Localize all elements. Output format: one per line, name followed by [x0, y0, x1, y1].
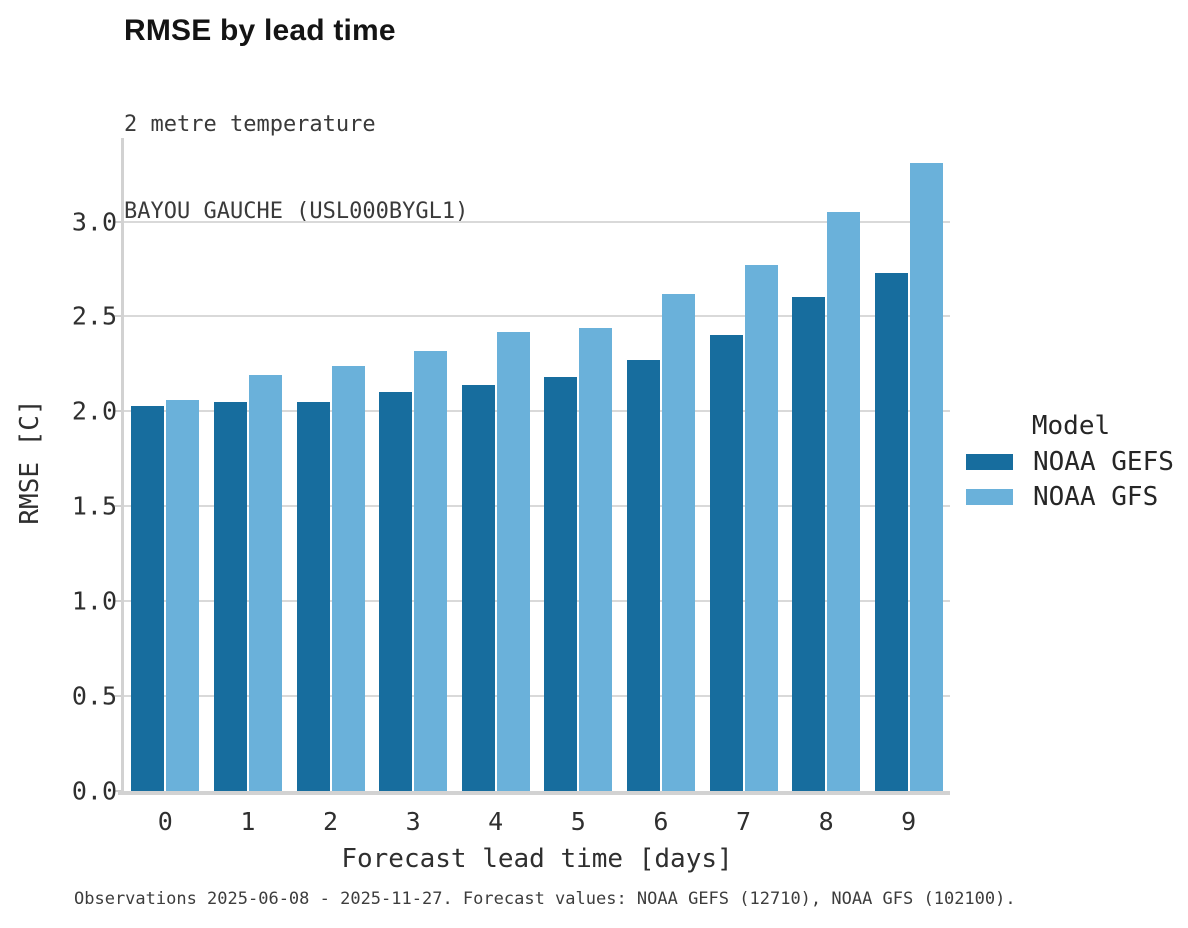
x-axis-title: Forecast lead time [days] [341, 844, 733, 874]
chart-subtitle: 2 metre temperature BAYOU GAUCHE (USL000… [124, 52, 468, 284]
x-tick-label-3: 3 [405, 807, 421, 836]
chart-title: RMSE by lead time [124, 14, 396, 47]
bar-noaa-gfs-day8 [827, 212, 861, 791]
legend-label-noaa-gfs: NOAA GFS [1033, 482, 1159, 512]
y-tick-mark-0.0 [113, 790, 121, 792]
x-tick-label-8: 8 [818, 807, 834, 836]
subtitle-station: BAYOU GAUCHE (USL000BYGL1) [124, 199, 469, 224]
x-tick-label-7: 7 [735, 807, 752, 836]
y-tick-mark-0.5 [113, 695, 121, 698]
y-tick-label-0.0: 0.0 [71, 776, 117, 806]
x-tick-label-5: 5 [570, 807, 586, 836]
y-tick-label-3.0: 3.0 [71, 207, 117, 237]
y-tick-label-2.5: 2.5 [71, 301, 117, 331]
bar-noaa-gfs-day4 [496, 331, 530, 791]
gridline-2 [124, 410, 950, 413]
legend-label-noaa-gefs: NOAA GEFS [1033, 447, 1174, 477]
bar-noaa-gfs-day2 [331, 365, 365, 791]
bar-noaa-gefs-day0 [131, 405, 165, 791]
y-tick-label-0.5: 0.5 [71, 681, 117, 711]
x-tick-label-2: 2 [322, 807, 339, 836]
y-tick-mark-1.0 [113, 600, 121, 603]
bar-noaa-gefs-day4 [461, 384, 495, 791]
x-tick-label-1: 1 [240, 807, 256, 836]
x-axis-spine [118, 791, 950, 795]
bar-noaa-gfs-day9 [909, 162, 943, 791]
legend-swatch-noaa-gfs [966, 489, 1013, 505]
y-tick-label-1.5: 1.5 [71, 491, 117, 521]
bar-noaa-gefs-day5 [544, 377, 578, 791]
y-tick-mark-1.5 [113, 505, 121, 508]
gridline-2.5 [124, 315, 950, 318]
bar-noaa-gefs-day3 [379, 392, 413, 791]
bar-noaa-gfs-day7 [744, 265, 778, 791]
bar-noaa-gefs-day2 [296, 401, 330, 791]
footnote: Observations 2025-06-08 - 2025-11-27. Fo… [74, 889, 1016, 909]
bar-noaa-gfs-day0 [166, 399, 200, 791]
subtitle-parameter: 2 metre temperature [124, 112, 376, 137]
legend-title: Model [1031, 411, 1111, 441]
bar-noaa-gefs-day1 [213, 401, 247, 791]
legend-swatch-noaa-gefs [966, 454, 1013, 470]
y-tick-label-1.0: 1.0 [71, 586, 117, 616]
legend-entry-noaa-gfs: NOAA GFS [964, 484, 1178, 510]
gridline-1.5 [124, 505, 950, 508]
bar-noaa-gfs-day5 [579, 327, 613, 791]
y-tick-mark-2.5 [113, 315, 121, 318]
bar-noaa-gfs-day6 [661, 293, 695, 791]
bar-noaa-gefs-day8 [792, 297, 826, 791]
gridline-0.5 [124, 695, 950, 698]
x-tick-label-6: 6 [653, 807, 669, 836]
gridline-1 [124, 600, 950, 603]
bar-noaa-gfs-day1 [248, 375, 282, 791]
bar-noaa-gefs-day6 [626, 360, 660, 791]
legend-entry-noaa-gefs: NOAA GEFS [964, 449, 1178, 475]
gridline-3 [124, 220, 950, 223]
x-tick-label-4: 4 [488, 807, 504, 836]
bar-noaa-gefs-day9 [874, 272, 908, 791]
x-tick-label-0: 0 [157, 807, 173, 836]
y-tick-mark-3.0 [113, 220, 121, 223]
y-axis-spine [121, 138, 124, 793]
bar-noaa-gfs-day3 [414, 350, 448, 791]
x-tick-label-9: 9 [901, 807, 917, 836]
legend: Model NOAA GEFS NOAA GFS [964, 412, 1178, 510]
y-tick-label-2.0: 2.0 [71, 396, 117, 426]
plot-area [118, 138, 950, 795]
y-tick-mark-2.0 [113, 410, 121, 413]
bar-noaa-gefs-day7 [709, 335, 743, 791]
